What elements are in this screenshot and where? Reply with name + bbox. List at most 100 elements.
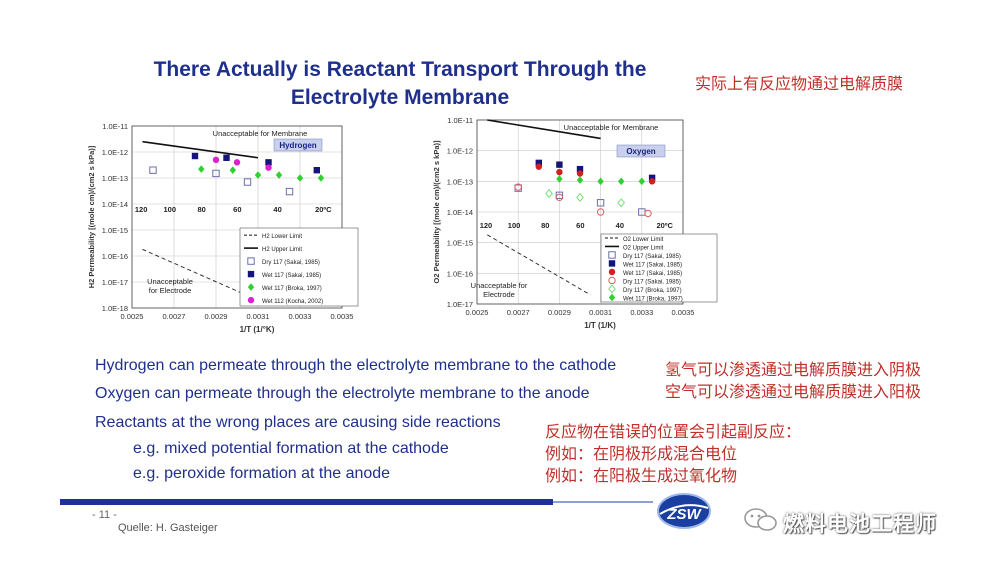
legend-label: Wet 117 (Broka, 1997) <box>262 286 322 292</box>
legend-marker <box>247 270 255 278</box>
legend-box <box>600 233 718 303</box>
data-point <box>576 165 584 173</box>
legend-label: Dry 117 (Sakai, 1985) <box>623 254 681 260</box>
x-tick-label: 0.0027 <box>507 308 530 317</box>
upper-region-label: Unacceptable for Membrane <box>564 123 659 132</box>
x-tick-label: 0.0031 <box>247 312 270 321</box>
page-number: - 11 - <box>92 509 117 521</box>
slide-title-line-2: Electrolyte Membrane <box>290 86 510 109</box>
y-tick-label: 1.0E-14 <box>447 208 473 217</box>
x-axis-label: 1/T (1/°K) <box>240 325 275 334</box>
data-point <box>191 152 199 160</box>
bullet-hydrogen-cn: 氢气可以渗透通过电解质膜进入阴极 <box>665 360 922 379</box>
sub-bullet-peroxide-cn: 例如：在阳极生成过氧化物 <box>545 466 738 485</box>
legend-label: Wet 117 (Broka, 1997) <box>623 296 683 302</box>
data-point <box>265 159 272 166</box>
data-point <box>296 174 304 182</box>
y-tick-label: 1.0E-13 <box>102 174 128 183</box>
upper-limit-line <box>487 119 601 140</box>
x-tick-label: 0.0025 <box>466 308 489 317</box>
y-axis-label: O2 Permeability [(mole cm)/(cm2 s kPa)] <box>432 140 441 283</box>
legend-label: Wet 112 (Kocha, 2002) <box>262 299 323 305</box>
chart-title: Hydrogen <box>279 141 316 150</box>
data-point <box>254 171 262 179</box>
hydrogen-permeability-chart: 1.0E-18 1.0E-17 1.0E-16 1.0E-15 1.0E-14 1.0E-… <box>87 122 359 334</box>
data-point <box>212 169 220 178</box>
legend-label: Dry 117 (Sakai, 1985) <box>262 260 320 266</box>
temperature-label: 20ºC <box>656 221 673 230</box>
lower-region-label: Electrode <box>483 290 515 299</box>
y-tick-label: 1.0E-12 <box>102 148 128 157</box>
data-point <box>576 170 584 177</box>
data-point <box>596 208 605 216</box>
temperature-label: 40 <box>616 221 624 230</box>
slide-title-line-1: There Actually is Reactant Transport Thr… <box>153 58 647 81</box>
legend-label: Wet 117 (Sakai, 1985) <box>623 271 682 277</box>
y-tick-label: 1.0E-15 <box>447 239 473 248</box>
footer-rule <box>60 499 553 505</box>
lower-region-label: Unacceptable for <box>471 281 528 290</box>
legend-label: Wet 117 (Sakai, 1985) <box>262 273 321 279</box>
hydrogen-chart-panel: 1.0E-18 1.0E-17 1.0E-16 1.0E-15 1.0E-14 1.0E-… <box>60 112 380 348</box>
footer-rule-thin <box>553 501 653 503</box>
x-axis-label: 1/T (1/K) <box>584 321 616 330</box>
data-point <box>556 168 563 176</box>
temperature-label: 80 <box>197 205 205 214</box>
data-point <box>514 183 522 191</box>
svg-text:ZSW: ZSW <box>666 506 702 523</box>
legend-label: Dry 117 (Broka, 1997) <box>623 288 682 294</box>
bullet-side-reactions-cn: 反应物在错误的位置会引起副反应： <box>545 422 802 441</box>
chart-title: Oxygen <box>626 147 655 156</box>
data-point <box>648 178 656 185</box>
data-point <box>535 159 542 167</box>
legend-marker <box>608 268 616 276</box>
data-point <box>285 187 294 196</box>
y-tick-label: 1.0E-11 <box>447 116 473 125</box>
y-tick-label: 1.0E-15 <box>102 226 128 235</box>
data-point <box>265 164 272 171</box>
data-point <box>555 191 564 200</box>
y-tick-label: 1.0E-14 <box>102 200 128 209</box>
temperature-label: 100 <box>164 205 177 214</box>
x-tick-label: 0.0027 <box>163 312 186 321</box>
data-point <box>555 193 564 202</box>
temperature-label: 20ºC <box>315 205 332 214</box>
temperature-label: 60 <box>233 205 241 214</box>
upper-region-label: Unacceptable for Membrane <box>213 129 308 138</box>
x-tick-label: 0.0035 <box>331 312 354 321</box>
temperature-label: 40 <box>273 205 281 214</box>
watermark-text: 燃料电池工程师 <box>783 512 937 536</box>
x-tick-label: 0.0029 <box>205 312 228 321</box>
sub-bullet-mixed-potential: e.g. mixed potential formation at the ca… <box>133 440 449 457</box>
slide-title: There Actually is Reactant Transport Thr… <box>120 56 680 112</box>
upper-limit-line <box>142 140 259 159</box>
legend-label: H2 Lower Limit <box>262 234 302 240</box>
data-point <box>223 154 230 161</box>
wechat-icon <box>742 507 780 533</box>
y-tick-label: 1.0E-17 <box>102 278 128 287</box>
y-tick-label: 1.0E-12 <box>447 147 473 156</box>
data-point <box>212 156 220 164</box>
data-point <box>545 188 553 199</box>
legend-box <box>239 227 359 307</box>
lower-region-label: for Electrode <box>149 286 192 295</box>
slide-title-cn: 实际上有反应物通过电解质膜 <box>695 74 904 93</box>
data-point <box>556 161 563 168</box>
oxygen-permeability-chart: 1.0E-17 1.0E-16 1.0E-15 1.0E-14 1.0E-13 1.0E-… <box>432 116 718 330</box>
x-tick-label: 0.0033 <box>289 312 312 321</box>
zsw-logo: ZSW <box>656 492 712 530</box>
data-point <box>317 174 325 182</box>
x-tick-label: 0.0025 <box>121 312 144 321</box>
source-credit: Quelle: H. Gasteiger <box>118 522 218 534</box>
legend-marker <box>608 293 616 302</box>
data-point <box>313 166 320 174</box>
chart-title-box <box>273 138 323 152</box>
legend-marker <box>247 296 255 304</box>
lower-limit-line <box>142 248 248 297</box>
legend-label: H2 Upper Limit <box>262 247 302 253</box>
legend-marker <box>608 251 616 259</box>
x-tick-label: 0.0029 <box>548 308 571 317</box>
x-tick-label: 0.0031 <box>589 308 612 317</box>
data-point <box>597 177 604 186</box>
legend-label: Dry 117 (Sakai, 1985) <box>623 279 681 285</box>
